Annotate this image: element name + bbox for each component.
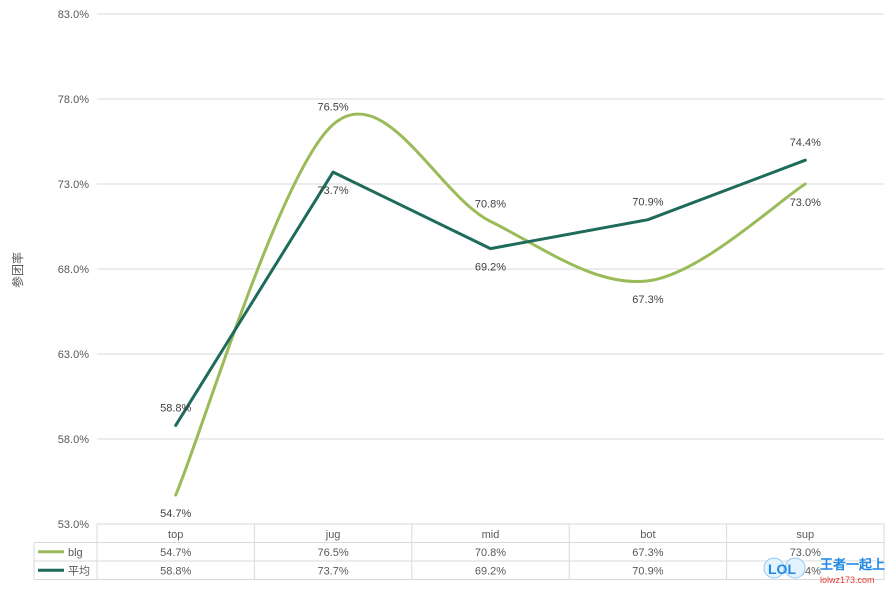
y-axis-title: 参团率 (10, 252, 25, 288)
gridlines (97, 13, 884, 525)
table-cell: 70.8% (475, 547, 506, 559)
table-cell: 76.5% (317, 547, 348, 559)
data-table: top jug mid bot sup blg 54.7% 76.5% 70.8% 67.3% 73… (33, 523, 885, 580)
watermark-text: 王者一起上 (820, 557, 885, 572)
data-label: 74.4% (790, 137, 821, 149)
watermark-url: lolwz173.com (820, 575, 875, 585)
data-label: 76.5% (317, 102, 348, 114)
category-label: sup (796, 529, 814, 541)
category-label: top (168, 529, 183, 541)
data-label: 70.8% (475, 198, 506, 210)
category-label: jug (325, 529, 341, 541)
y-tick-label: 53.0% (58, 519, 89, 531)
data-label: 73.0% (790, 197, 821, 209)
data-label: 67.3% (632, 294, 663, 306)
series-lines (174, 112, 807, 497)
series-line-average (174, 158, 807, 427)
watermark-logo: LOL 王者一起上 lolwz173.com (763, 557, 885, 585)
table-cell: 70.9% (632, 566, 663, 578)
y-tick-label: 83.0% (58, 9, 89, 21)
category-label: bot (640, 529, 655, 541)
data-label: 69.2% (475, 262, 506, 274)
legend-entry: blg (68, 547, 83, 559)
table-cell: 73.7% (317, 566, 348, 578)
series-line-blg (174, 112, 807, 497)
legend-entry: 平均 (68, 565, 90, 578)
watermark-logo-text: LOL (768, 561, 796, 577)
y-tick-label: 73.0% (58, 179, 89, 191)
data-label: 58.8% (160, 402, 191, 414)
data-label: 54.7% (160, 508, 191, 520)
table-cell: 69.2% (475, 566, 506, 578)
data-label: 73.7% (317, 185, 348, 197)
table-cell: 58.8% (160, 566, 191, 578)
data-label: 70.9% (632, 197, 663, 209)
y-tick-label: 63.0% (58, 349, 89, 361)
table-cell: 73.0% (790, 547, 821, 559)
y-tick-label: 68.0% (58, 264, 89, 276)
category-label: mid (482, 529, 500, 541)
y-tick-label: 58.0% (58, 434, 89, 446)
data-labels: 54.7% 76.5% 70.8% 67.3% 73.0% 58.8% 73.7% 69.2%… (160, 102, 821, 521)
y-axis-ticks: 53.0% 58.0% 63.0% 68.0% 73.0% 78.0% 83.0% (58, 9, 89, 531)
table-cell: 67.3% (632, 547, 663, 559)
y-tick-label: 78.0% (58, 94, 89, 106)
table-cell: 54.7% (160, 547, 191, 559)
